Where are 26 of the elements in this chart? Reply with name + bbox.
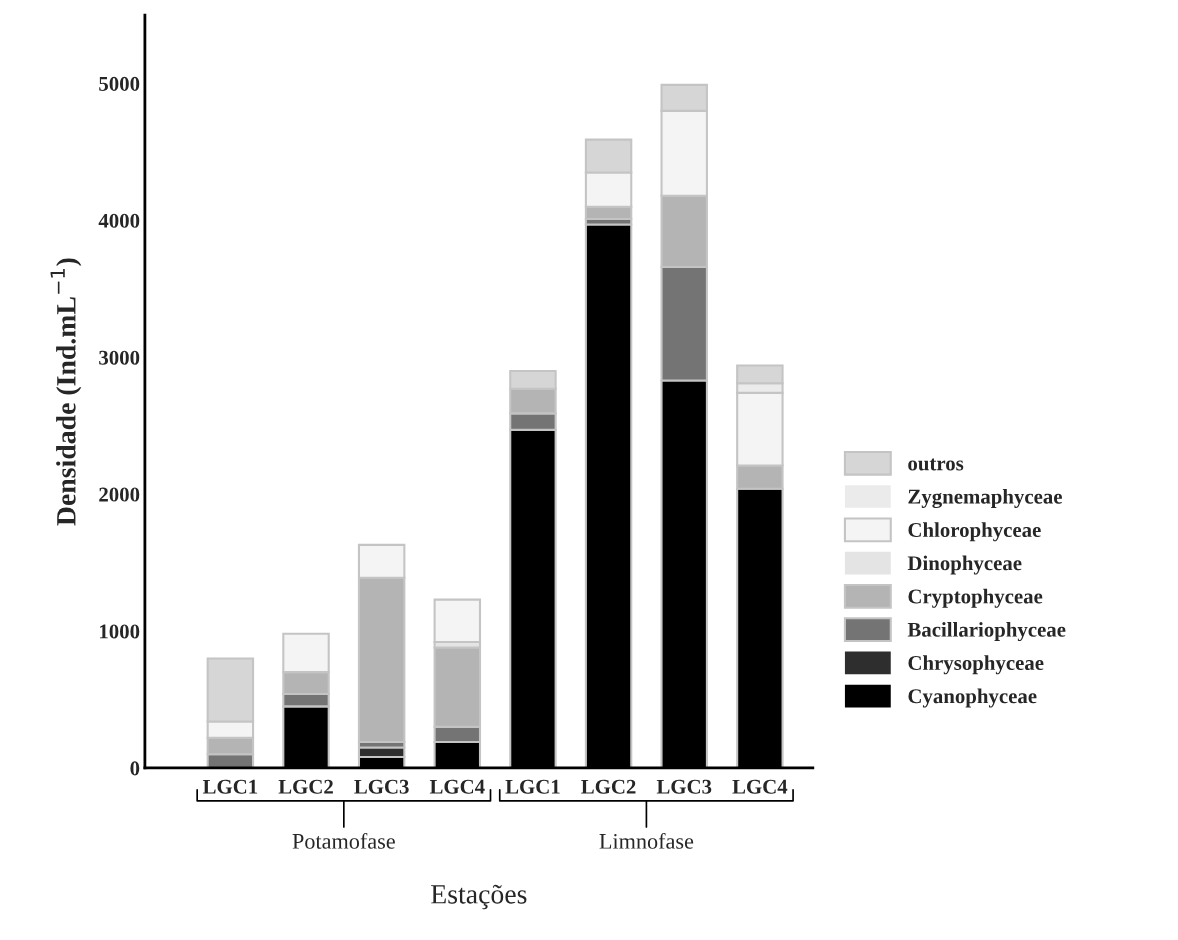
legend-label: outros [908,458,964,471]
x-tick-label: LGC1 [505,779,560,794]
x-axis-title: Estações [431,884,527,910]
x-tick-label: LGC4 [429,779,485,794]
y-axis-title: Densidade (Ind.mL$^{−1}$) [50,258,82,526]
legend-label: Cryptophyceae [908,588,1043,608]
legend-label: Zygnemaphyceae [908,489,1062,509]
y-tick-label: 5000 [99,76,140,91]
y-tick-label: 0 [130,761,140,776]
text: Potamofase [292,832,395,849]
legend-label: Chrysophyceae [908,655,1044,675]
y-tick-label: 2000 [99,487,140,502]
x-tick-label: LGC3 [354,779,409,794]
legend-label: Dinophyceae [907,555,1022,575]
legend-label: Bacillariophyceae [907,622,1066,642]
y-tick-label: 3000 [99,350,140,365]
text: Limnofase [599,832,694,849]
y-tick-label: 1000 [100,624,140,639]
x-tick-label: LGC2 [278,779,333,794]
x-tick-label: LGC2 [581,779,636,794]
x-tick-label: LGC3 [656,779,712,794]
y-tick-label: 4000 [98,213,140,228]
x-tick-label: LGC4 [732,779,788,794]
legend-label: Cyanophyceae [908,688,1037,708]
legend-label: Chlorophyceae [908,522,1041,542]
x-tick-label: LGC1 [202,779,258,794]
